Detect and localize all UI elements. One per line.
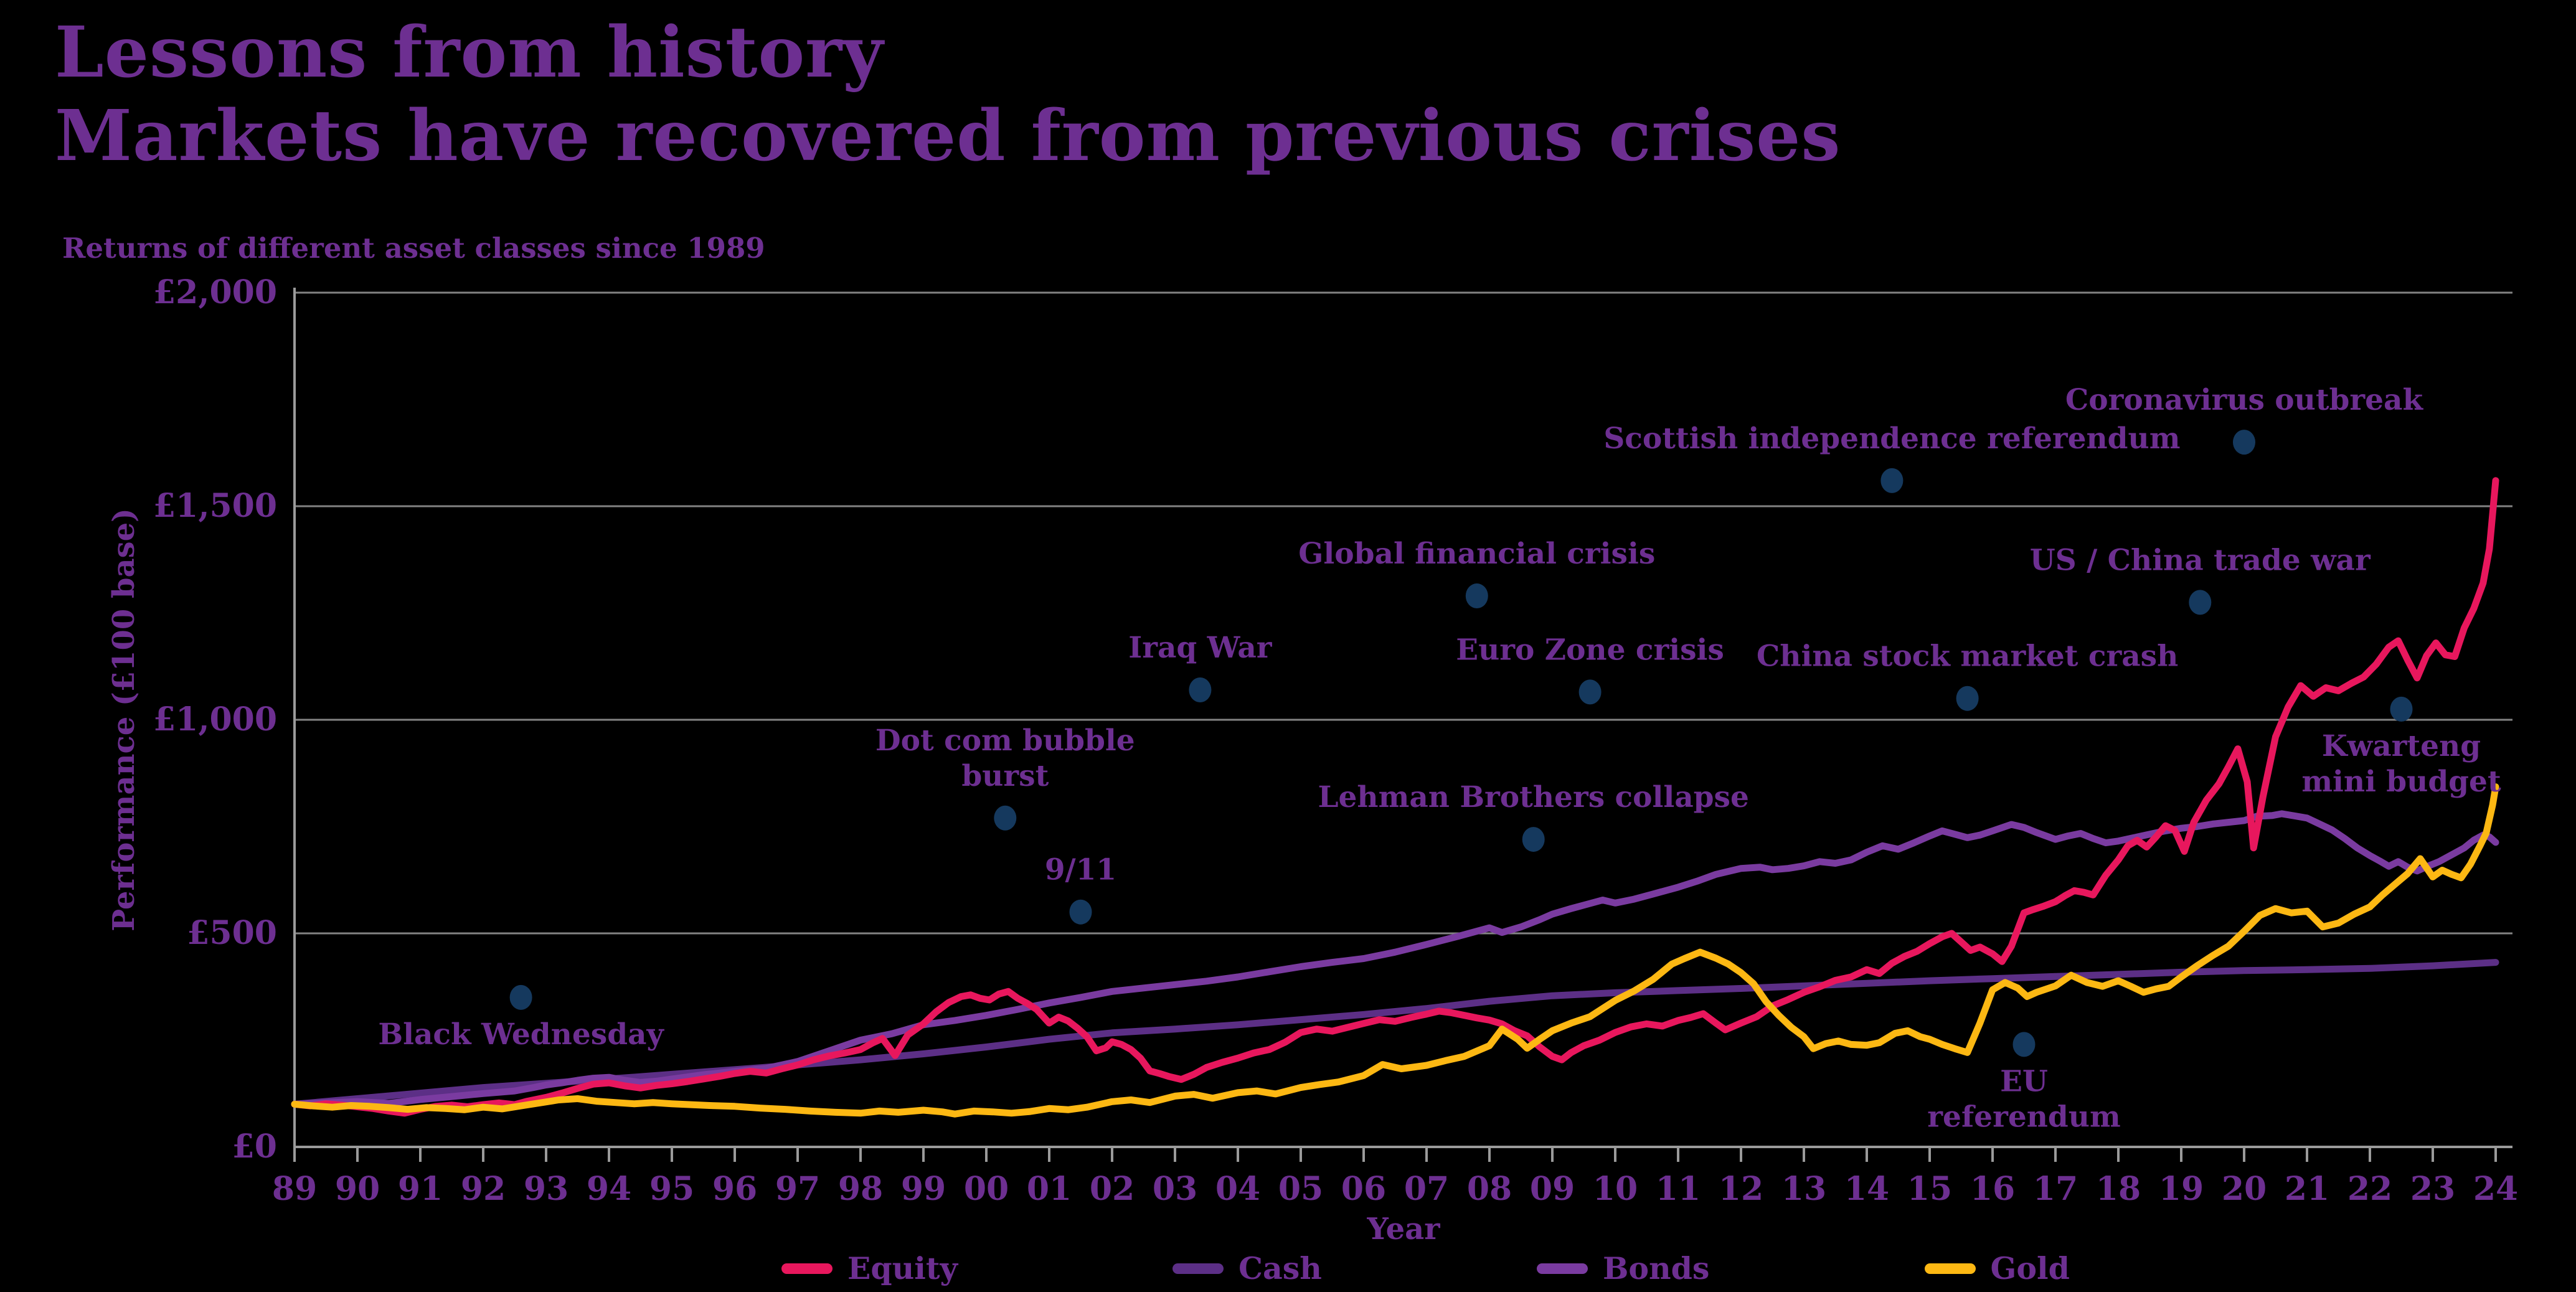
y-tick-label-1000: £1,000 [153, 700, 277, 738]
annotation-dot-black-wednesday [509, 984, 532, 1010]
x-tick-label-23: 23 [2410, 1170, 2455, 1208]
x-tick-label-96: 96 [712, 1170, 757, 1208]
annotation-dot-lehman-brothers-collapse [1522, 827, 1545, 852]
gold-swatch-icon [1924, 1263, 1976, 1274]
annotation-label-eu-referendum-line1: EU [2000, 1064, 2048, 1098]
annotation-label-china-stock-market-crash: China stock market crash [1757, 639, 2178, 674]
x-tick-label-19: 19 [2159, 1170, 2204, 1208]
x-tick-label-92: 92 [461, 1170, 506, 1208]
page-title: Lessons from history Markets have recove… [55, 11, 1841, 179]
gold-line [291, 783, 2499, 1118]
x-tick-label-18: 18 [2096, 1170, 2141, 1208]
x-tick-label-21: 21 [2285, 1170, 2329, 1208]
annotation-label-coronavirus-outbreak: Coronavirus outbreak [2065, 383, 2424, 417]
annotation-dot-eu-referendum [2012, 1032, 2036, 1057]
annotation-label-kwarteng-mini-budget-line2: mini budget [2301, 765, 2501, 799]
x-tick-label-10: 10 [1593, 1170, 1638, 1208]
annotation-dot-euro-zone-crisis [1578, 679, 1602, 705]
annotation-dot-china-stock-market-crash [1956, 686, 1979, 711]
x-tick-label-01: 01 [1027, 1170, 1072, 1208]
x-tick-label-09: 09 [1530, 1170, 1575, 1208]
y-tick-label-1500: £1,500 [153, 487, 277, 525]
x-tick-label-05: 05 [1278, 1170, 1323, 1208]
x-tick-label-02: 02 [1090, 1170, 1135, 1208]
annotation-dot-9-11 [1069, 899, 1092, 925]
annotation-label-9-11: 9/11 [1045, 853, 1116, 887]
x-tick-label-15: 15 [1907, 1170, 1952, 1208]
x-tick-label-97: 97 [775, 1170, 820, 1208]
legend-label-equity: Equity [847, 1250, 958, 1286]
x-tick-label-06: 06 [1341, 1170, 1386, 1208]
page-title-line2: Markets have recovered from previous cri… [55, 95, 1841, 177]
x-tick-label-89: 89 [272, 1170, 317, 1208]
x-tick-label-94: 94 [587, 1170, 631, 1208]
annotation-label-us-china-trade-war: US / China trade war [2030, 543, 2371, 577]
x-tick-label-04: 04 [1215, 1170, 1260, 1208]
x-tick-label-11: 11 [1656, 1170, 1701, 1208]
x-tick-label-17: 17 [2033, 1170, 2078, 1208]
x-tick-label-90: 90 [335, 1170, 380, 1208]
annotation-label-lehman-brothers-collapse: Lehman Brothers collapse [1318, 780, 1748, 814]
annotation-dot-dot-com-bubble-burst [994, 805, 1017, 831]
x-tick-label-22: 22 [2347, 1170, 2392, 1208]
x-tick-label-16: 16 [1970, 1170, 2015, 1208]
annotation-label-scottish-independence-referendum: Scottish independence referendum [1603, 422, 2180, 456]
x-axis-title: Year [1366, 1212, 1440, 1247]
annotation-dot-coronavirus-outbreak [2233, 430, 2255, 455]
x-tick-label-03: 03 [1153, 1170, 1197, 1208]
legend-label-gold: Gold [1990, 1250, 2070, 1286]
x-tick-label-93: 93 [524, 1170, 569, 1208]
x-tick-label-95: 95 [649, 1170, 694, 1208]
equity-line [291, 477, 2499, 1117]
legend-item-gold: Gold [1924, 1250, 2070, 1286]
x-tick-label-12: 12 [1719, 1170, 1763, 1208]
x-tick-label-98: 98 [838, 1170, 883, 1208]
x-tick-label-13: 13 [1781, 1170, 1826, 1208]
y-tick-label-2000: £2,000 [153, 273, 277, 311]
annotation-label-eu-referendum-line2: referendum [1927, 1100, 2120, 1134]
bonds-swatch-icon [1536, 1263, 1588, 1274]
annotation-dot-kwarteng-mini-budget [2390, 696, 2413, 722]
legend-label-bonds: Bonds [1602, 1250, 1710, 1286]
annotation-label-global-financial-crisis: Global financial crisis [1298, 537, 1655, 571]
x-tick-label-24: 24 [2473, 1170, 2518, 1208]
x-tick-label-91: 91 [398, 1170, 443, 1208]
x-tick-label-08: 08 [1467, 1170, 1512, 1208]
legend-item-equity: Equity [781, 1250, 958, 1286]
equity-swatch-icon [781, 1263, 833, 1274]
page-title-line1: Lessons from history [55, 12, 884, 93]
y-axis-title: Performance (£100 base) [106, 508, 141, 931]
annotation-dot-scottish-independence-referendum [1880, 468, 1904, 493]
legend-label-cash: Cash [1238, 1250, 1322, 1286]
annotation-dot-us-china-trade-war [2189, 590, 2212, 615]
cash-line [291, 959, 2499, 1108]
chart-legend: Equity Cash Bonds Gold [781, 1250, 2070, 1286]
annotation-label-iraq-war: Iraq War [1128, 631, 1273, 665]
annotation-label-dot-com-bubble-burst-line2: burst [961, 759, 1049, 793]
x-tick-label-00: 00 [964, 1170, 1009, 1208]
x-tick-label-07: 07 [1404, 1170, 1449, 1208]
annotation-label-black-wednesday: Black Wednesday [378, 1017, 664, 1052]
chart-subtitle: Returns of different asset classes since… [62, 232, 765, 265]
annotation-label-dot-com-bubble-burst-line1: Dot com bubble [875, 724, 1135, 758]
annotation-label-euro-zone-crisis: Euro Zone crisis [1456, 633, 1724, 667]
x-tick-label-99: 99 [901, 1170, 946, 1208]
x-tick-label-14: 14 [1844, 1170, 1889, 1208]
cash-swatch-icon [1172, 1263, 1224, 1274]
annotation-dot-iraq-war [1189, 677, 1212, 702]
y-tick-label-0: £0 [232, 1128, 277, 1166]
bonds-line [291, 810, 2499, 1108]
legend-item-cash: Cash [1172, 1250, 1322, 1286]
legend-item-bonds: Bonds [1536, 1250, 1710, 1286]
x-tick-label-20: 20 [2222, 1170, 2267, 1208]
y-tick-label-500: £500 [187, 914, 277, 952]
annotation-label-kwarteng-mini-budget-line1: Kwarteng [2322, 729, 2481, 763]
annotation-dot-global-financial-crisis [1465, 583, 1488, 609]
